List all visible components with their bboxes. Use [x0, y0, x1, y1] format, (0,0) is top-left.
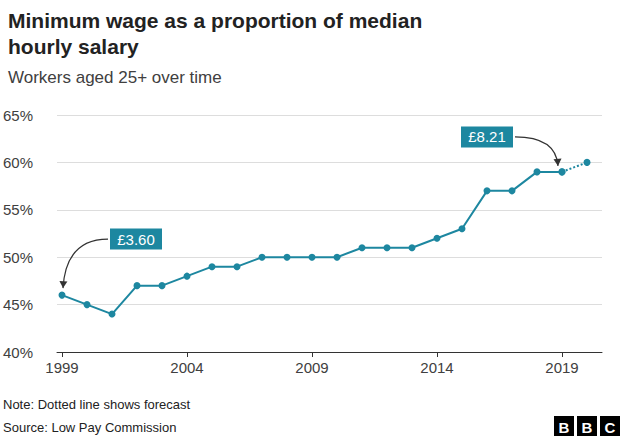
svg-text:£8.21: £8.21 — [468, 128, 506, 145]
svg-text:50%: 50% — [3, 249, 33, 266]
svg-text:2014: 2014 — [420, 359, 453, 376]
svg-text:40%: 40% — [3, 344, 33, 361]
svg-text:65%: 65% — [3, 107, 33, 124]
svg-text:Workers aged 25+ over time: Workers aged 25+ over time — [8, 68, 222, 87]
svg-text:Source: Low Pay Commission: Source: Low Pay Commission — [3, 420, 176, 435]
svg-text:1999: 1999 — [45, 359, 78, 376]
svg-text:45%: 45% — [3, 296, 33, 313]
svg-text:B: B — [559, 419, 570, 436]
svg-text:2004: 2004 — [170, 359, 203, 376]
svg-text:60%: 60% — [3, 154, 33, 171]
svg-text:B: B — [582, 419, 593, 436]
svg-text:C: C — [605, 419, 616, 436]
svg-text:Minimum wage as a proportion o: Minimum wage as a proportion of median — [8, 9, 428, 32]
svg-text:2019: 2019 — [545, 359, 578, 376]
svg-text:£3.60: £3.60 — [117, 231, 155, 248]
svg-text:55%: 55% — [3, 201, 33, 218]
svg-text:hourly salary: hourly salary — [8, 35, 139, 58]
svg-text:Note: Dotted line shows foreca: Note: Dotted line shows forecast — [3, 397, 191, 412]
svg-text:2009: 2009 — [295, 359, 328, 376]
